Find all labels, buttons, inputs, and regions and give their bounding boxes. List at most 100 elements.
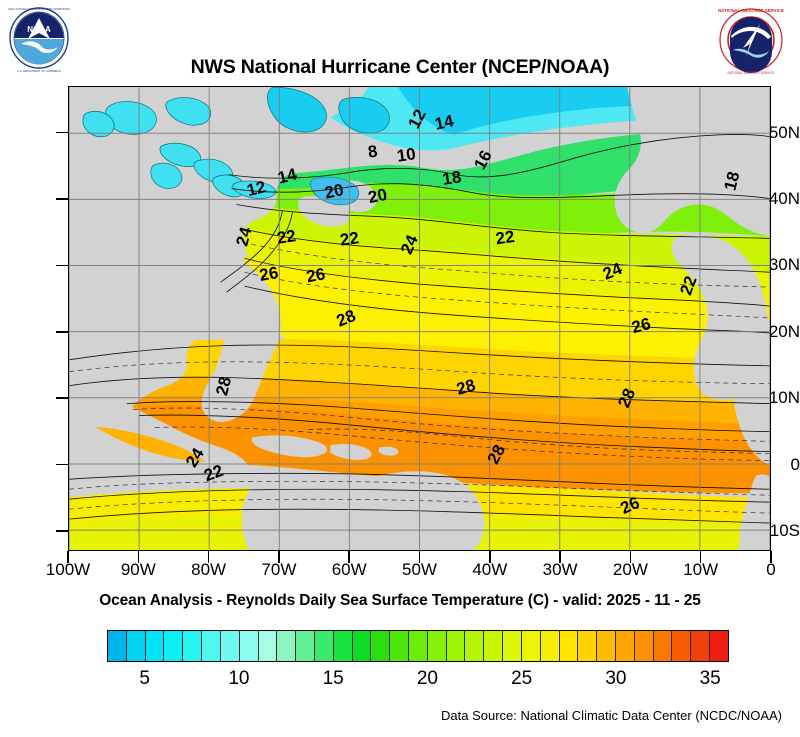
colorbar-gradient[interactable] [107, 630, 729, 662]
colorbar-tick-25: 25 [511, 668, 533, 689]
contour-label: 10 [396, 144, 417, 165]
x-tick-mark [559, 551, 561, 563]
contour-label: 18 [720, 170, 743, 193]
y-tick-label-30N: 30N [768, 255, 800, 275]
contour-label: 18 [441, 167, 462, 188]
colorbar-cell-27 [615, 631, 635, 661]
contour-label: 24 [232, 225, 255, 249]
colorbar[interactable] [107, 630, 729, 662]
y-tick-label-50N: 50N [768, 122, 800, 142]
x-tick-label-50W: 50W [402, 560, 437, 579]
y-tick-mark [56, 198, 68, 200]
page-title: NWS National Hurricane Center (NCEP/NOAA… [190, 56, 610, 78]
colorbar-tick-35: 35 [699, 668, 721, 689]
colorbar-tick-15: 15 [322, 668, 344, 689]
colorbar-cell-15 [390, 631, 409, 661]
contour-label: 20 [323, 180, 345, 202]
colorbar-tick-5: 5 [139, 668, 150, 689]
colorbar-cell-8 [258, 631, 278, 661]
x-tick-mark [137, 551, 140, 563]
colorbar-cell-14 [371, 631, 391, 661]
contour-label: 28 [212, 375, 235, 398]
x-tick-mark [489, 551, 491, 563]
y-tick-mark [56, 131, 68, 134]
x-tick-label-20W: 20W [612, 560, 648, 579]
colorbar-cell-7 [239, 631, 259, 661]
contour-label: 14 [276, 164, 299, 187]
contour-label: 8 [367, 142, 379, 162]
x-tick-label-40W: 40W [472, 560, 508, 579]
x-tick-label-70W: 70W [261, 560, 297, 579]
colorbar-cell-32 [710, 631, 728, 661]
y-tick-mark [56, 264, 68, 267]
y-tick-label-40N: 40N [768, 188, 800, 208]
nws-logo: NATIONAL WEATHER SERVICE NATIONAL WEATHE… [716, 6, 786, 76]
x-tick-mark [699, 551, 702, 563]
colorbar-cell-30 [672, 631, 692, 661]
svg-text:NATIONAL WEATHER SERVICE: NATIONAL WEATHER SERVICE [718, 8, 784, 13]
colorbar-cell-11 [314, 631, 334, 661]
colorbar-cell-3 [164, 631, 184, 661]
y-tick-label-20N: 20N [768, 321, 800, 341]
contour-label: 22 [276, 226, 297, 247]
y-tick-label-10N: 10N [768, 388, 800, 408]
colorbar-cell-20 [484, 631, 504, 661]
colorbar-cell-2 [145, 631, 165, 661]
colorbar-cell-26 [597, 631, 616, 661]
contour-label: 26 [258, 263, 280, 285]
map-caption: Ocean Analysis - Reynolds Daily Sea Surf… [99, 592, 701, 609]
x-tick-label-0: 0 [766, 560, 776, 579]
y-tick-mark [56, 331, 68, 333]
colorbar-cell-4 [183, 631, 203, 661]
contour-label: 26 [630, 314, 653, 337]
colorbar-cell-29 [653, 631, 673, 661]
colorbar-cell-23 [540, 631, 560, 661]
x-tick-mark [207, 551, 210, 563]
y-tick-mark [56, 530, 68, 532]
colorbar-cell-9 [277, 631, 297, 661]
colorbar-cell-0 [108, 631, 127, 661]
x-tick-label-60W: 60W [331, 560, 367, 579]
svg-text:NATIONAL OCEANIC AND ATMOSPHER: NATIONAL OCEANIC AND ATMOSPHERIC ADMINIS… [8, 7, 70, 11]
svg-text:U.S. DEPARTMENT OF COMMERCE: U.S. DEPARTMENT OF COMMERCE [17, 69, 61, 73]
colorbar-cell-17 [427, 631, 447, 661]
contour-label: 22 [494, 227, 515, 248]
colorbar-cell-19 [465, 631, 485, 661]
contour-label: 22 [339, 228, 360, 249]
data-source-note: Data Source: National Climatic Data Cent… [441, 708, 782, 723]
colorbar-cell-24 [559, 631, 579, 661]
y-tick-label-10S: 10S [769, 521, 800, 541]
x-tick-label-90W: 90W [120, 560, 156, 579]
contour-label: 12 [245, 177, 268, 200]
noaa-logo-text: NOAA [27, 25, 51, 34]
x-tick-label-10W: 10W [683, 560, 719, 579]
colorbar-cell-28 [634, 631, 654, 661]
x-tick-label-80W: 80W [191, 560, 227, 579]
contour-label: 20 [366, 185, 388, 207]
colorbar-tick-20: 20 [416, 668, 438, 689]
colorbar-cell-31 [691, 631, 710, 661]
colorbar-cell-13 [352, 631, 372, 661]
colorbar-tick-10: 10 [228, 668, 250, 689]
sst-map[interactable]: 12 14 8 10 16 18 14 12 20 20 18 24 22 22 24 22 26 26 24 22 2… [68, 86, 771, 551]
colorbar-tick-30: 30 [605, 668, 627, 689]
colorbar-cell-22 [521, 631, 541, 661]
colorbar-cell-6 [220, 631, 240, 661]
y-tick-mark [56, 463, 68, 466]
y-tick-label-0: 0 [790, 454, 800, 474]
contour-label: 26 [305, 264, 327, 286]
x-tick-mark [418, 551, 421, 563]
colorbar-cell-5 [202, 631, 221, 661]
colorbar-cell-1 [126, 631, 146, 661]
x-tick-mark [629, 551, 632, 563]
colorbar-cell-18 [446, 631, 466, 661]
noaa-logo: NOAA NATIONAL OCEANIC AND ATMOSPHERIC AD… [2, 6, 75, 74]
x-tick-label-30W: 30W [542, 560, 578, 579]
colorbar-cell-10 [296, 631, 315, 661]
colorbar-cell-12 [333, 631, 353, 661]
colorbar-cell-16 [409, 631, 428, 661]
nws-logo-text: NATIONAL WEATHER SERVICE [728, 71, 775, 75]
y-tick-mark [56, 397, 68, 399]
